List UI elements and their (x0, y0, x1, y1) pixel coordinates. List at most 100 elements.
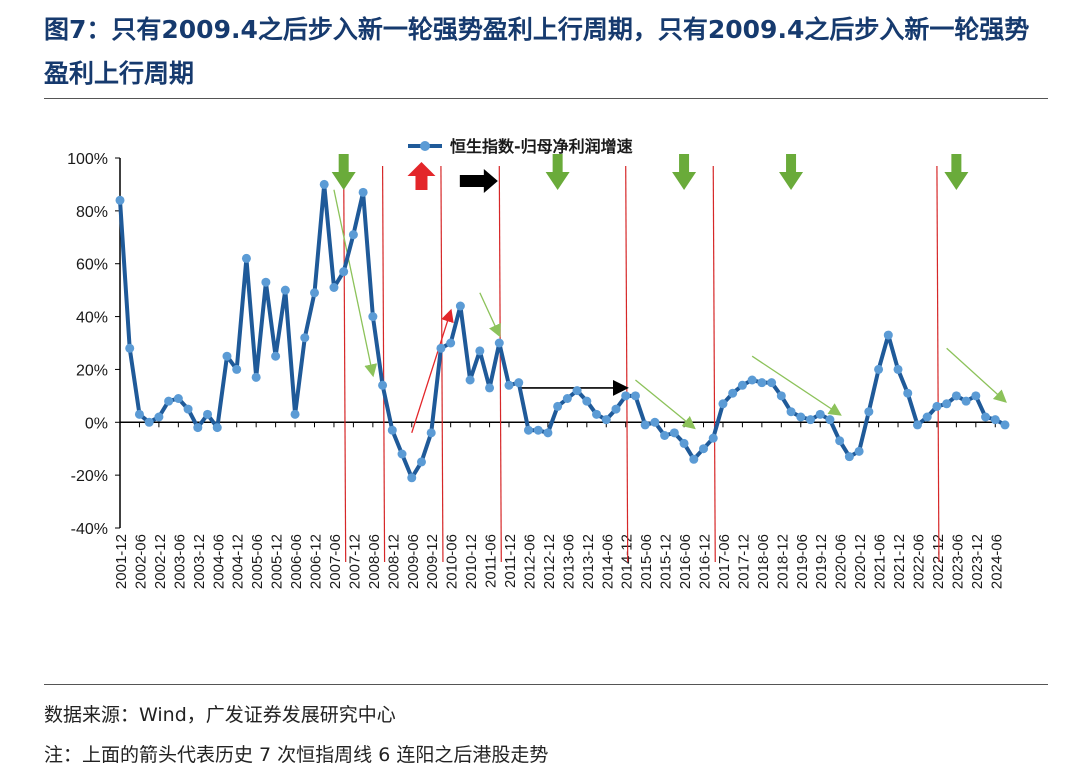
x-tick-label: 2013-12 (580, 534, 597, 589)
y-tick-label: -20% (71, 468, 108, 485)
data-point (261, 277, 271, 287)
y-tick-label: 20% (76, 362, 108, 379)
x-tick-label: 2006-12 (308, 534, 325, 589)
data-point (562, 394, 572, 403)
data-point (494, 338, 504, 348)
data-point (416, 457, 426, 467)
data-point (981, 412, 991, 422)
data-point (232, 364, 242, 374)
trend-arrow (751, 355, 842, 416)
line-chart: -40% -20% 0% 20% 40% 60% 80% 100% 2001-12 2002-0… (67, 137, 1010, 589)
data-point (387, 425, 397, 435)
data-point (183, 404, 193, 414)
data-point (640, 420, 650, 430)
event-line (498, 165, 502, 563)
x-tick-label: 2013-06 (560, 534, 577, 589)
x-tick-label: 2024-06 (988, 534, 1005, 589)
data-point (883, 330, 893, 340)
x-tick-label: 2010-06 (444, 534, 461, 589)
trend-arrows (333, 189, 1007, 434)
data-point (134, 409, 144, 419)
series-line-group (115, 179, 1010, 483)
data-point (844, 452, 854, 462)
data-point (426, 428, 436, 438)
x-tick-label: 2004-06 (210, 534, 227, 589)
data-point (485, 383, 495, 393)
data-point (407, 473, 417, 483)
x-tick-label: 2002-12 (152, 534, 169, 589)
down-signal-arrow (331, 154, 356, 190)
x-tick-label: 2012-12 (541, 534, 558, 589)
trend-arrow (333, 189, 378, 378)
x-tick-label: 2015-12 (658, 534, 675, 589)
right-signal-arrow (459, 169, 498, 193)
x-tick-label: 2008-06 (366, 534, 383, 589)
down-signal-arrow (545, 154, 570, 190)
x-tick-label: 2011-12 (502, 534, 519, 588)
data-point (475, 346, 485, 356)
data-point (893, 364, 903, 374)
data-point (689, 454, 699, 464)
data-point (319, 179, 329, 189)
data-point (961, 396, 971, 406)
source-note: 数据来源：Wind，广发证券发展研究中心 (44, 704, 396, 726)
data-point (932, 401, 942, 411)
data-point (125, 343, 135, 353)
up-signal-arrow (407, 162, 436, 190)
x-tick-label: 2015-06 (638, 534, 655, 589)
data-point (708, 433, 718, 443)
down-signal-arrow (944, 154, 969, 190)
data-point (164, 396, 174, 406)
event-line (936, 165, 940, 563)
data-point (786, 407, 796, 417)
data-point (718, 399, 728, 409)
event-line (440, 165, 444, 563)
data-point (378, 380, 388, 390)
event-lines (343, 165, 940, 563)
data-point (144, 417, 154, 427)
data-point (465, 375, 475, 385)
data-point (805, 415, 815, 425)
data-point (611, 404, 621, 414)
data-point (747, 375, 757, 385)
x-tick-label: 2001-12 (113, 534, 130, 589)
x-tick-label: 2006-06 (288, 534, 305, 589)
data-point (679, 438, 689, 448)
x-tick-label: 2008-12 (385, 534, 402, 589)
data-point (572, 386, 582, 396)
data-point (173, 394, 183, 403)
data-point (990, 415, 1000, 425)
data-point (368, 312, 378, 322)
data-point (815, 409, 825, 419)
x-tick-label: 2019-12 (813, 534, 830, 589)
x-tick-label: 2023-12 (969, 534, 986, 589)
data-point (241, 253, 251, 263)
data-point (193, 423, 203, 433)
x-tick-label: 2017-12 (735, 534, 752, 589)
x-tick-label: 2003-06 (171, 534, 188, 589)
x-tick-label: 2020-06 (833, 534, 850, 589)
y-tick-label: 0% (85, 415, 108, 432)
x-tick-label: 2007-06 (327, 534, 344, 589)
x-tick-label: 2010-12 (463, 534, 480, 589)
data-point (436, 343, 446, 353)
legend-label: 恒生指数-归母净利润增速 (450, 137, 633, 156)
data-point (903, 388, 913, 398)
down-signal-arrow (779, 154, 804, 190)
data-point (290, 409, 300, 419)
trend-arrow (946, 347, 1007, 403)
data-point (514, 378, 524, 388)
x-tick-label: 2016-12 (697, 534, 714, 589)
data-point (737, 380, 747, 390)
trend-arrow (479, 292, 501, 338)
down-signal-arrow (672, 154, 697, 190)
x-tick-label: 2004-12 (230, 534, 247, 589)
data-point (329, 283, 339, 292)
data-point (222, 351, 232, 361)
legend-marker-swatch (420, 141, 430, 151)
data-point (796, 412, 806, 422)
data-point (358, 187, 368, 197)
data-point (767, 378, 777, 388)
data-point (971, 391, 981, 401)
data-point (553, 401, 563, 411)
